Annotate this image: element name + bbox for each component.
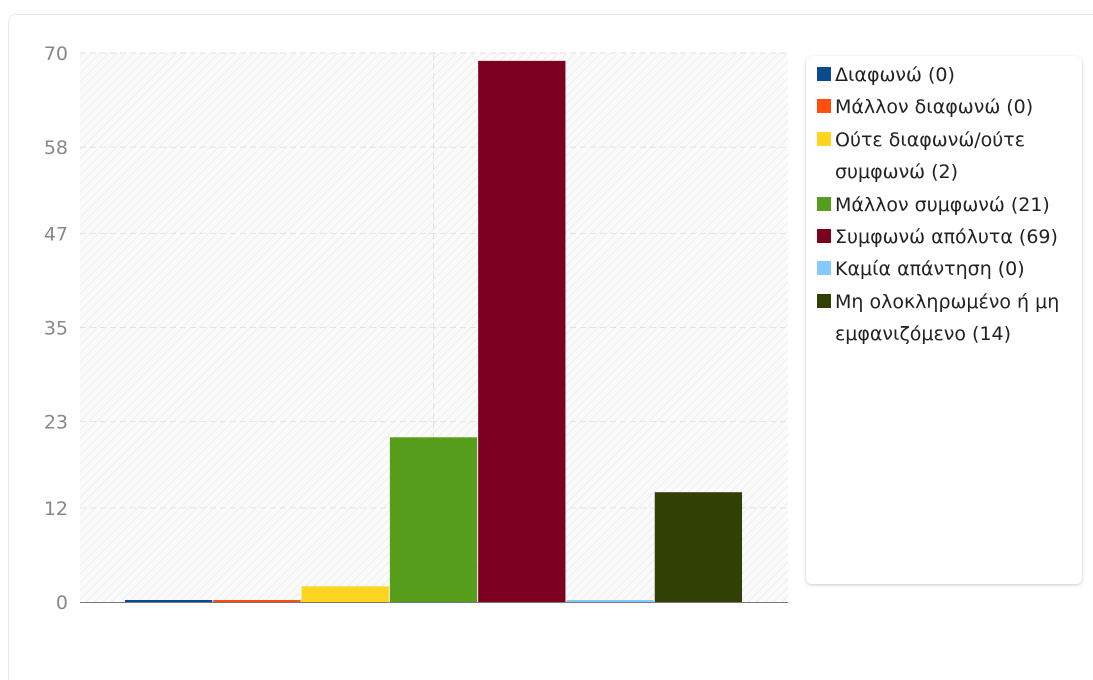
legend-label: Ούτε διαφωνώ/ούτε συμφωνώ (2) xyxy=(835,128,1025,184)
legend-item[interactable]: Μάλλον διαφωνώ (0) xyxy=(817,91,1072,123)
legend-item[interactable]: Μη ολοκληρωμένο ή μη εμφανιζόμενο (14) xyxy=(817,286,1072,351)
bar-1[interactable] xyxy=(124,600,213,602)
legend-swatch xyxy=(817,293,831,308)
y-tick-label: 35 xyxy=(44,318,68,340)
legend-label: Καμία απάντηση (0) xyxy=(835,258,1025,281)
y-tick-label: 12 xyxy=(44,498,68,520)
legend-swatch xyxy=(817,196,831,211)
y-tick-label: 0 xyxy=(56,592,68,614)
legend-label: Διαφωνώ (0) xyxy=(835,64,955,86)
legend-swatch xyxy=(817,131,831,146)
legend-item[interactable]: Καμία απάντηση (0) xyxy=(817,253,1072,285)
legend-item[interactable]: Ούτε διαφωνώ/ούτε συμφωνώ (2) xyxy=(817,124,1072,189)
bar-6[interactable] xyxy=(566,600,654,602)
y-tick-label: 47 xyxy=(44,223,68,245)
bars xyxy=(124,60,743,603)
legend-swatch xyxy=(817,99,831,114)
legend-swatch xyxy=(817,261,831,276)
chart-legend: Διαφωνώ (0) Μάλλον διαφωνώ (0) Ούτε διαφων… xyxy=(806,56,1082,584)
bar-2[interactable] xyxy=(213,600,301,602)
legend-label: Συμφωνώ απόλυτα (69) xyxy=(835,226,1058,249)
legend-item[interactable]: Μάλλον συμφωνώ (21) xyxy=(817,189,1072,221)
legend-swatch xyxy=(817,229,831,244)
y-tick-label: 58 xyxy=(44,137,68,159)
y-tick-label: 23 xyxy=(44,412,68,434)
bar-7[interactable] xyxy=(654,492,743,602)
y-tick-label: 70 xyxy=(44,43,68,65)
bar-5[interactable] xyxy=(478,60,566,603)
bar-3[interactable] xyxy=(301,586,389,602)
legend-label: Μη ολοκληρωμένο ή μη εμφανιζόμενο (14) xyxy=(835,290,1060,346)
bar-4[interactable] xyxy=(389,437,478,602)
y-axis-ticks: 0 12 23 35 47 58 70 xyxy=(44,43,68,614)
legend-swatch xyxy=(817,67,831,81)
legend-item[interactable]: Διαφωνώ (0) xyxy=(817,59,1072,91)
legend-label: Μάλλον συμφωνώ (21) xyxy=(835,193,1050,216)
chart-frame xyxy=(8,14,1093,680)
legend-label: Μάλλον διαφωνώ (0) xyxy=(835,96,1034,119)
legend-item[interactable]: Συμφωνώ απόλυτα (69) xyxy=(817,221,1072,253)
